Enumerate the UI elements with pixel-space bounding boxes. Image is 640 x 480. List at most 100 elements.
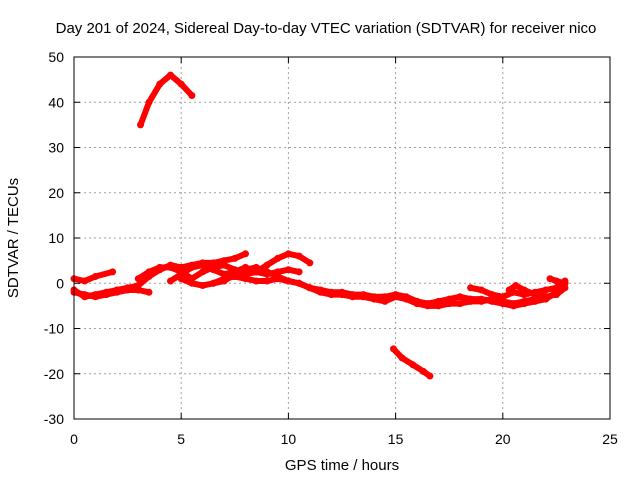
data-point [134,286,142,294]
data-point [488,297,496,305]
data-point [145,98,153,106]
y-tick-label: 20 [48,185,64,201]
data-point [531,297,539,305]
data-point [546,275,554,283]
data-point [220,261,228,269]
data-point [505,286,513,294]
data-point [109,268,117,276]
data-point [402,293,410,301]
data-point [295,279,303,287]
data-point [552,284,560,292]
data-point [510,302,517,310]
series-arc-2 [71,268,116,284]
data-point [327,288,335,296]
data-point [145,268,153,276]
data-point [81,291,89,299]
series-layer [70,71,569,380]
data-point [263,261,271,269]
data-point [134,275,142,283]
x-tick-label: 0 [70,431,78,447]
axis-ticks [73,56,611,420]
data-point [252,277,260,285]
data-point [531,291,539,299]
x-tick-label: 25 [602,431,618,447]
data-point [156,263,164,271]
data-point [91,293,99,301]
data-point [167,263,174,271]
data-point [370,293,378,301]
data-point [284,277,292,285]
data-point [512,282,520,289]
data-point [242,250,249,258]
y-tick-label: 50 [48,49,64,65]
data-point [177,275,185,283]
y-tick-label: 30 [48,140,64,156]
data-point [102,291,110,299]
data-point [242,275,249,283]
y-tick-label: 10 [48,230,64,246]
x-tick-label: 20 [495,431,511,447]
data-point [552,277,560,285]
data-point [477,295,485,303]
y-tick-label: -30 [44,411,64,427]
data-point [413,297,421,305]
data-point [499,300,507,308]
data-point [392,291,400,299]
data-point [274,254,282,262]
data-point [284,250,292,258]
data-point [456,293,464,301]
data-point [420,368,427,375]
data-point [188,263,196,271]
data-point [520,300,528,308]
y-axis-label: SDTVAR / TECUs [5,178,22,298]
y-tick-label: 40 [48,94,64,110]
data-point [231,254,239,262]
data-point [124,286,132,294]
data-point [456,300,464,308]
data-point [231,270,239,278]
data-point [338,288,346,296]
data-point [477,286,485,294]
data-point [499,293,507,301]
data-point [199,282,207,289]
data-point [167,277,174,285]
data-point [561,279,569,287]
series-arc-8 [210,264,568,309]
data-point [177,80,185,88]
data-point [424,300,432,308]
data-point [199,268,207,276]
data-point [306,284,314,292]
chart-title: Day 201 of 2024, Sidereal Day-to-day VTE… [56,20,597,37]
data-point [542,293,550,301]
data-point [199,261,207,269]
data-point [188,92,196,99]
series-arc-9 [467,278,568,300]
data-point [252,263,260,271]
data-point [317,286,325,294]
data-point [295,268,303,276]
data-point [467,295,475,303]
data-point [167,71,174,79]
data-point [137,121,144,129]
y-tick-label: -20 [44,366,64,382]
data-point [81,277,89,285]
data-point [398,354,406,362]
y-tick-label: -10 [44,321,64,337]
x-tick-label: 10 [281,431,297,447]
data-point [435,297,442,305]
data-point [359,291,367,299]
data-point [390,345,397,353]
data-point [263,277,271,285]
data-point [188,279,196,287]
x-tick-label: 15 [388,431,404,447]
x-axis-label: GPS time / hours [285,457,399,474]
data-point [209,279,217,287]
data-point [409,361,417,369]
data-point [467,284,475,292]
data-point [220,277,228,285]
data-point [542,286,550,294]
data-point [284,266,292,274]
data-point [520,286,528,294]
data-point [263,268,271,276]
